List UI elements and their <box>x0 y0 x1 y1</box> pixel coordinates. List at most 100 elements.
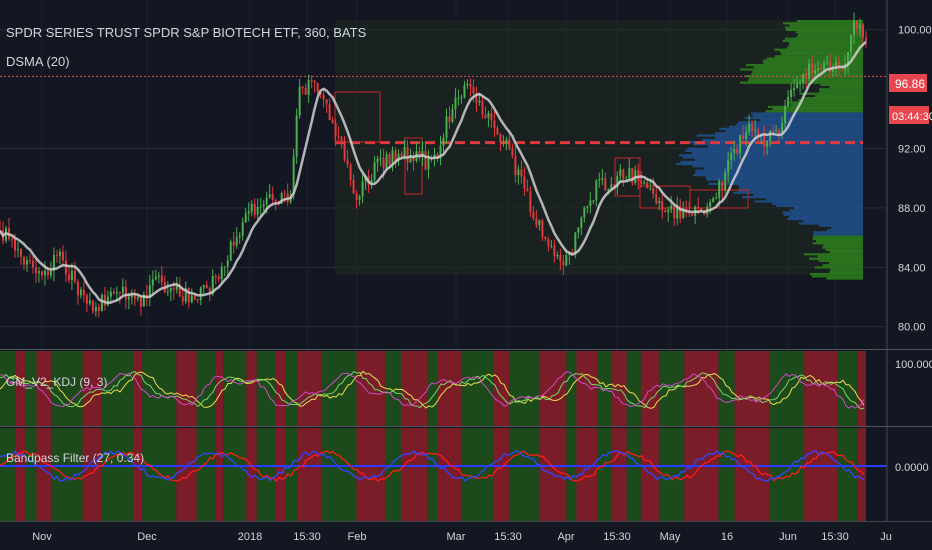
candle-body <box>208 288 211 294</box>
bandpass-line <box>0 449 865 482</box>
kdj-zone <box>14 351 26 426</box>
candle-body <box>859 24 862 29</box>
candle-body <box>334 122 337 136</box>
candle-body <box>19 249 22 258</box>
candle-body <box>58 251 61 256</box>
candle-body <box>802 73 805 83</box>
bandpass-zone <box>400 428 428 521</box>
volume-profile-bar <box>829 86 863 89</box>
price-axis[interactable]: 80.00 84.00 88.00 92.00 100.00 <box>898 25 932 334</box>
candle-body <box>520 169 523 177</box>
last-price-text: 96.86 <box>895 77 925 91</box>
range-box <box>334 91 381 143</box>
candle-body <box>190 295 193 303</box>
candle-body <box>769 130 772 141</box>
bandpass-label[interactable]: Bandpass Filter (27, 0.34) <box>6 451 144 465</box>
kdj-label[interactable]: GM_V2_KDJ (9, 3) <box>6 375 107 389</box>
volume-profile-bar <box>680 160 863 163</box>
candle-body <box>676 205 679 219</box>
candle-body <box>535 218 538 226</box>
candle-body <box>550 245 553 247</box>
kdj-zone <box>857 351 866 426</box>
candle-body <box>574 232 577 255</box>
volume-profile-bar <box>750 112 863 115</box>
kdj-zone <box>658 351 685 426</box>
candle-body <box>559 254 562 262</box>
candle-body <box>10 238 13 240</box>
candle-body <box>112 291 115 294</box>
candle-body <box>484 115 487 118</box>
candle-body <box>625 178 628 180</box>
bandpass-zone <box>133 428 143 521</box>
kdj-zone <box>539 351 567 426</box>
volume-profile-bar <box>735 123 863 126</box>
candle-body <box>586 205 589 208</box>
candle-body <box>466 83 469 86</box>
candle-body <box>451 109 454 122</box>
kdj-zone <box>223 351 247 426</box>
candle-body <box>781 122 784 134</box>
kdj-line <box>0 370 865 410</box>
candle-body <box>106 296 109 306</box>
candle-body <box>421 151 424 157</box>
candle-body <box>400 153 403 157</box>
kdj-zone <box>356 351 385 426</box>
kdj-zone <box>0 351 15 426</box>
bandpass-zone <box>321 428 357 521</box>
candle-body <box>292 156 295 195</box>
volume-profile-bar <box>798 33 863 36</box>
candle-body <box>346 159 349 165</box>
candle-body <box>619 169 622 176</box>
dsma-label[interactable]: DSMA (20) <box>6 54 70 69</box>
bandpass-zone <box>36 428 52 521</box>
volume-profile-bar <box>759 119 863 122</box>
volume-profile-bar <box>766 57 863 60</box>
volume-profile-bar <box>687 147 863 150</box>
candle-body <box>325 99 328 105</box>
volume-profile-bar <box>811 275 863 278</box>
candle-body <box>229 241 232 261</box>
candle-body <box>235 237 238 246</box>
candle-body <box>646 182 649 189</box>
candle-body <box>835 61 838 68</box>
bandpass-zone <box>275 428 285 521</box>
candle-body <box>220 266 223 280</box>
volume-profile-bar <box>826 277 863 280</box>
candle-body <box>673 205 676 219</box>
candle-body <box>547 239 550 247</box>
candle-body <box>217 276 220 280</box>
bandpass-zone <box>246 428 257 521</box>
candle-body <box>442 137 445 146</box>
bandpass-zone <box>82 428 102 521</box>
candle-body <box>751 123 754 131</box>
candle-body <box>655 194 658 204</box>
volume-profile-bar <box>675 163 863 166</box>
bandpass-zone <box>384 428 401 521</box>
candle-body <box>187 288 190 303</box>
bandpass-axis-tick: 0.0000 <box>895 462 929 474</box>
candle-body <box>103 294 106 306</box>
kdj-pane <box>0 351 866 426</box>
candle-body <box>391 150 394 165</box>
candle-body <box>424 151 427 170</box>
candle-body <box>109 291 112 297</box>
volume-profile-bar <box>798 222 863 225</box>
candle-body <box>565 255 568 266</box>
candle-body <box>490 113 493 121</box>
volume-profile-bar <box>782 39 863 42</box>
candle-body <box>691 214 694 216</box>
volume-profile-bar <box>692 143 863 146</box>
volume-profile-bar <box>793 207 863 210</box>
candle-body <box>862 24 865 38</box>
time-axis[interactable]: Nov Dec 2018 15:30 Feb Mar 15:30 Apr 15:30 May 16 J… <box>32 531 892 543</box>
volume-profile-bar <box>771 202 863 205</box>
candle-body <box>496 127 499 135</box>
candle-body <box>211 276 214 294</box>
bandpass-zone <box>769 428 805 521</box>
time-tick-label: 16 <box>721 531 733 543</box>
candle-body <box>382 158 385 169</box>
candle-body <box>22 257 25 265</box>
kdj-zone <box>640 351 659 426</box>
candle-body <box>133 294 136 299</box>
